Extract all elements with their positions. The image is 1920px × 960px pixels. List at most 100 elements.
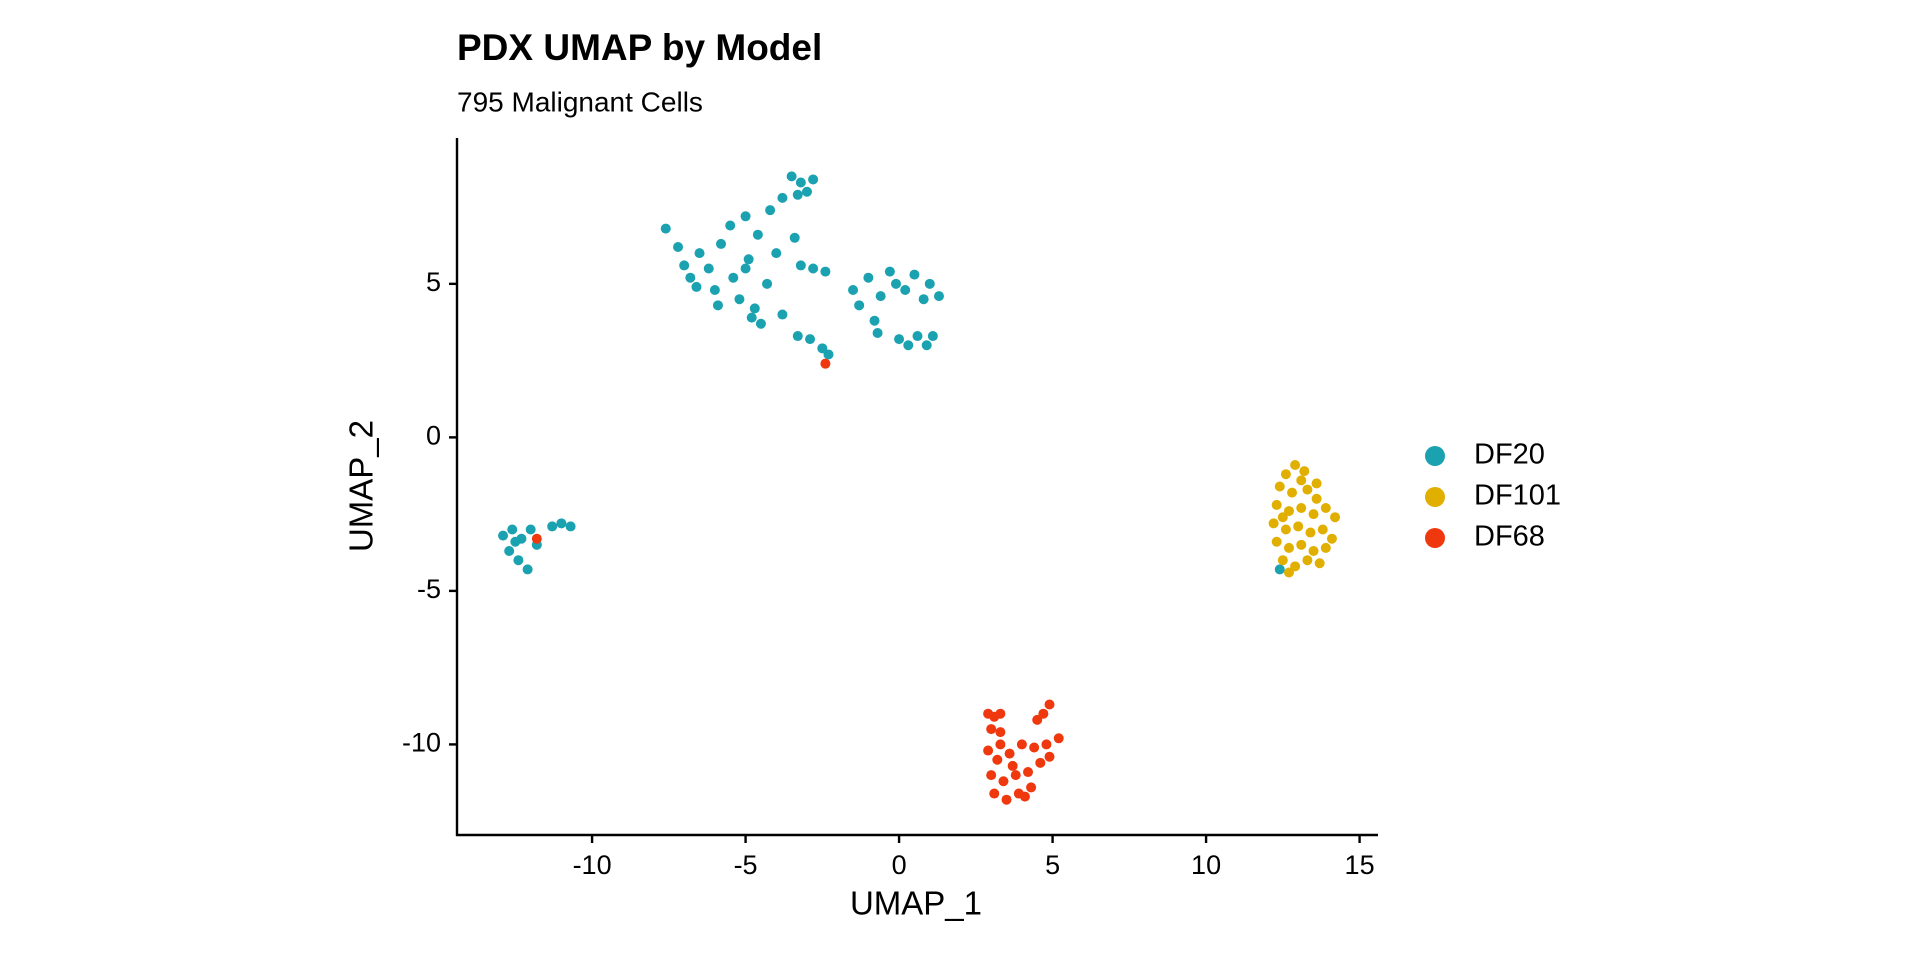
point	[992, 754, 1003, 765]
point	[848, 284, 859, 295]
point	[1305, 527, 1316, 538]
point	[565, 521, 576, 532]
point	[525, 524, 536, 535]
point	[1326, 533, 1337, 544]
point	[903, 340, 914, 351]
point	[1053, 733, 1064, 744]
point	[1010, 770, 1021, 781]
point	[1271, 536, 1282, 547]
point	[884, 266, 895, 277]
point	[786, 171, 797, 182]
point	[547, 521, 558, 532]
y-axis-title: UMAP_2	[343, 420, 380, 552]
point	[1308, 545, 1319, 556]
point	[1274, 564, 1285, 575]
point	[673, 242, 684, 253]
point	[777, 309, 788, 320]
point	[909, 269, 920, 280]
y-tick-label: -10	[402, 728, 441, 758]
point	[513, 555, 524, 566]
point	[1044, 699, 1055, 710]
point	[694, 248, 705, 259]
point	[986, 770, 997, 781]
point	[1317, 524, 1328, 535]
point	[872, 327, 883, 338]
point	[743, 254, 754, 265]
point	[531, 533, 542, 544]
point	[1277, 512, 1288, 523]
point	[1023, 767, 1034, 778]
point	[1007, 760, 1018, 771]
y-tick-label: 0	[426, 420, 441, 450]
point	[740, 211, 751, 222]
point	[685, 272, 696, 283]
point	[792, 331, 803, 342]
point	[1026, 782, 1037, 793]
point	[1320, 502, 1331, 513]
point	[716, 238, 727, 249]
point	[498, 530, 509, 541]
point	[1296, 475, 1307, 486]
point	[995, 739, 1006, 750]
point	[712, 300, 723, 311]
point	[1290, 460, 1301, 471]
point	[1038, 708, 1049, 719]
point	[1290, 561, 1301, 572]
point	[801, 186, 812, 197]
x-axis-title: UMAP_1	[850, 885, 982, 922]
point	[894, 334, 905, 345]
point	[755, 318, 766, 329]
point	[986, 724, 997, 735]
x-tick-label: -10	[573, 850, 612, 880]
point	[1320, 542, 1331, 553]
point	[1280, 469, 1291, 480]
x-tick-label: 0	[892, 850, 907, 880]
point	[808, 174, 819, 185]
point	[1032, 714, 1043, 725]
x-tick-label: 15	[1345, 850, 1375, 880]
point	[869, 315, 880, 326]
point	[989, 788, 1000, 799]
y-tick-label: 5	[426, 267, 441, 297]
point	[1016, 739, 1027, 750]
point	[795, 260, 806, 271]
point	[1283, 567, 1294, 578]
point	[1044, 751, 1055, 762]
point	[995, 708, 1006, 719]
legend-label: DF68	[1474, 521, 1545, 553]
legend-marker	[1425, 528, 1445, 548]
point	[1268, 518, 1279, 529]
point	[1280, 524, 1291, 535]
point	[1299, 466, 1310, 477]
point	[933, 291, 944, 302]
point	[924, 278, 935, 289]
point	[1314, 558, 1325, 569]
point	[820, 266, 831, 277]
point	[660, 223, 671, 234]
legend-marker	[1425, 446, 1445, 466]
point	[765, 205, 776, 216]
point	[1271, 499, 1282, 510]
point	[762, 278, 773, 289]
point	[749, 303, 760, 314]
point	[823, 349, 834, 360]
point	[522, 564, 533, 575]
point	[1019, 791, 1030, 802]
point	[921, 340, 932, 351]
chart-subtitle: 795 Malignant Cells	[457, 86, 703, 117]
point	[808, 263, 819, 274]
point	[746, 312, 757, 323]
point	[918, 294, 929, 305]
point	[998, 776, 1009, 787]
point	[1277, 555, 1288, 566]
point	[728, 272, 739, 283]
point	[792, 189, 803, 200]
point	[734, 294, 745, 305]
point	[703, 263, 714, 274]
point	[805, 334, 816, 345]
point	[900, 284, 911, 295]
point	[820, 358, 831, 369]
point	[795, 177, 806, 188]
